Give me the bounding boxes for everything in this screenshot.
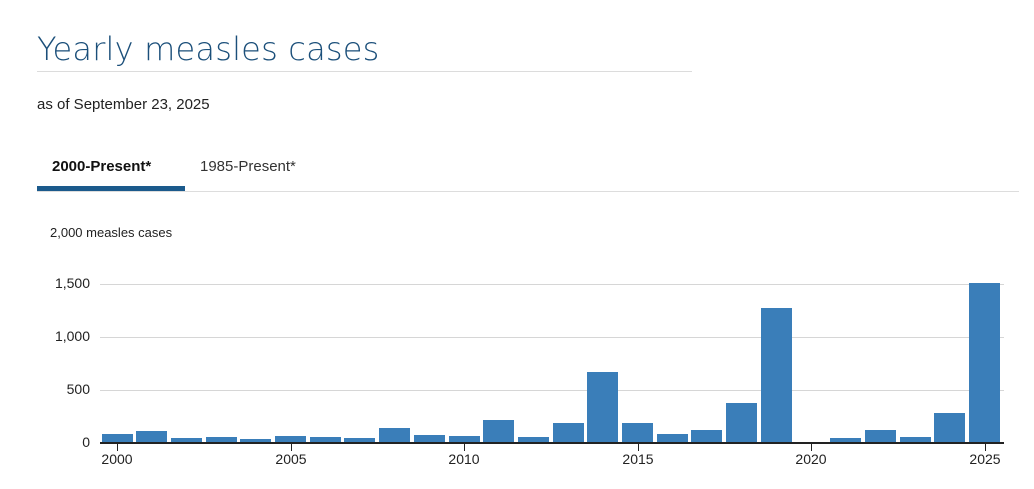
bar-2021[interactable] (830, 437, 862, 443)
x-tick-label: 2010 (448, 451, 480, 467)
tab-2000-present[interactable]: 2000-Present* (52, 158, 152, 175)
bar-2018[interactable] (726, 402, 758, 443)
bar-2003[interactable] (205, 437, 237, 443)
x-tick-label: 2025 (969, 451, 1001, 467)
y-tick-label: 1,500 (54, 275, 90, 291)
bar-2016[interactable] (656, 433, 688, 443)
y-tick-label: 1,000 (54, 328, 90, 344)
x-tick-label: 2000 (101, 451, 133, 467)
x-tick (985, 443, 986, 451)
y-tick-label: 0 (82, 434, 90, 450)
title-divider (37, 71, 692, 72)
gridline (100, 337, 1004, 338)
x-axis-line (100, 442, 1004, 444)
bar-2004[interactable] (240, 439, 272, 443)
active-tab-indicator (37, 186, 185, 191)
bar-2015[interactable] (622, 423, 653, 443)
bar-2005[interactable] (275, 436, 306, 443)
range-tabs: 2000-Present* 1985-Present* (37, 150, 1019, 192)
gridline (100, 284, 1004, 285)
bar-2008[interactable] (379, 428, 411, 443)
y-tick-label: 500 (66, 381, 90, 397)
x-tick (638, 443, 639, 451)
x-tick (811, 443, 812, 451)
x-tick (117, 443, 118, 451)
x-tick (291, 443, 292, 451)
bar-2000[interactable] (101, 433, 133, 443)
bar-2007[interactable] (344, 438, 376, 443)
bar-2019[interactable] (760, 307, 792, 443)
bar-2009[interactable] (413, 435, 445, 443)
tab-1985-present[interactable]: 1985-Present* (200, 158, 296, 175)
bar-2001[interactable] (136, 430, 168, 443)
page-title: Yearly measles cases (37, 30, 380, 68)
x-tick-label: 2015 (622, 451, 654, 467)
bar-2013[interactable] (552, 423, 584, 443)
as-of-date: as of September 23, 2025 (37, 96, 210, 113)
bar-2014[interactable] (587, 372, 619, 443)
bar-2011[interactable] (483, 419, 515, 443)
y-axis-label: 2,000 measles cases (50, 225, 173, 240)
x-tick-label: 2020 (795, 451, 827, 467)
bar-2023[interactable] (899, 436, 931, 443)
gridline (100, 390, 1004, 391)
x-tick-label: 2005 (275, 451, 307, 467)
bar-2012[interactable] (517, 437, 549, 443)
bar-2022[interactable] (864, 430, 896, 443)
bar-2017[interactable] (691, 430, 723, 443)
bar-2010[interactable] (448, 436, 480, 443)
bar-2006[interactable] (309, 437, 341, 443)
bar-2025[interactable] (969, 282, 1000, 443)
bar-2002[interactable] (170, 438, 202, 443)
bar-2024[interactable] (934, 412, 966, 443)
x-tick (464, 443, 465, 451)
